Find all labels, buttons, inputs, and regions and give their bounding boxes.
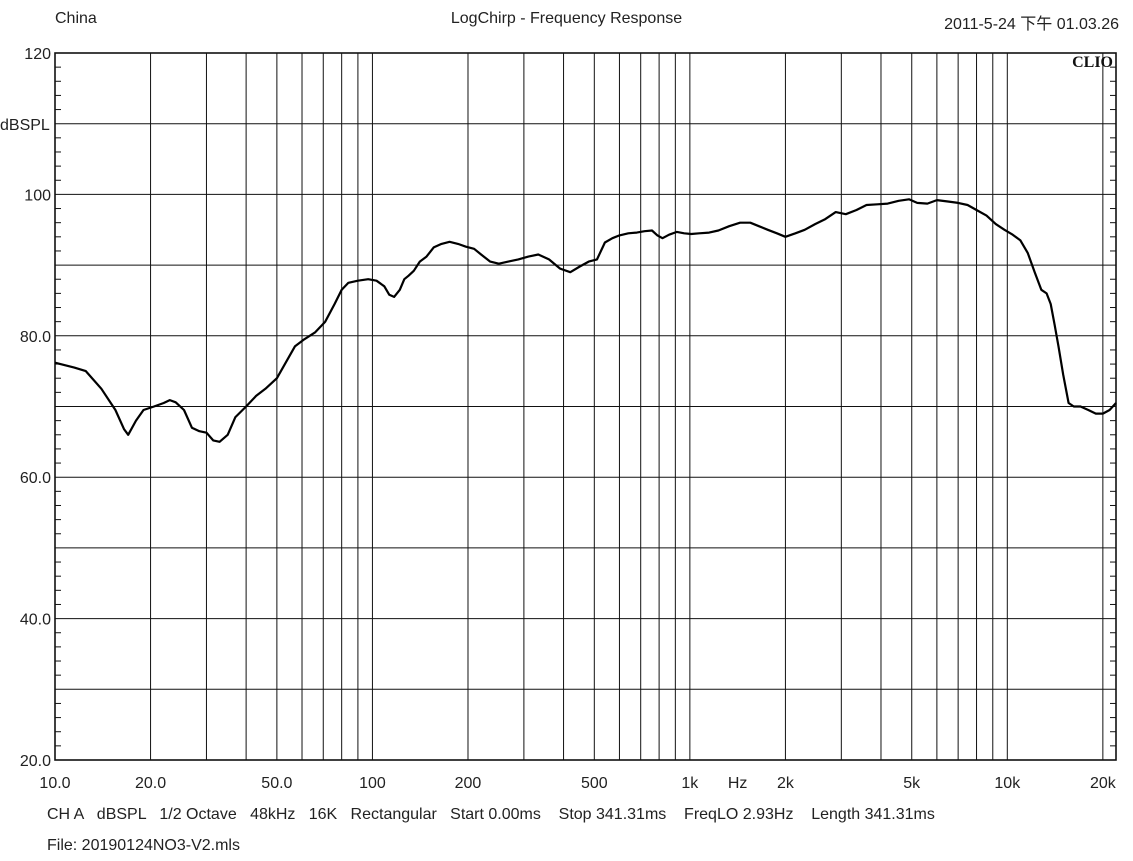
file-name: File: 20190124NO3-V2.mls (47, 837, 240, 854)
y-minor-ticks (55, 66, 1116, 747)
frequency-response-chart: 120 100 80.0 60.0 40.0 20.0 10.0 20.0 50.0 100 20… (0, 46, 1117, 792)
series-line-spl (54, 198, 1117, 443)
chart-title: LogChirp - Frequency Response (450, 10, 683, 27)
x-tick-label: 10.0 (39, 775, 70, 792)
header-location: China (55, 10, 97, 27)
x-tick-label: 20k (1090, 775, 1117, 792)
x-tick-label: 5k (903, 775, 921, 792)
x-tick-label: 1k (681, 775, 699, 792)
chart-grid (55, 53, 1116, 760)
x-tick-label: 100 (359, 775, 386, 792)
x-tick-label: 200 (455, 775, 482, 792)
x-axis-label: Hz (728, 775, 748, 792)
header-datetime: 2011-5-24 下午 01.03.26 (944, 16, 1119, 33)
x-tick-label: 2k (777, 775, 795, 792)
plot-frame (54, 52, 1117, 761)
y-tick-label: 100 (24, 187, 51, 204)
measurement-parameters: CH A dBSPL 1/2 Octave 48kHz 16K Rectangu… (47, 806, 935, 823)
y-tick-labels: 120 100 80.0 60.0 40.0 20.0 (20, 46, 51, 770)
x-tick-label: 10k (994, 775, 1021, 792)
x-tick-label: 50.0 (261, 775, 292, 792)
y-tick-label: 120 (24, 46, 51, 63)
y-tick-label: 40.0 (20, 612, 51, 629)
y-axis-label: dBSPL (0, 117, 50, 134)
clio-logo: CLIO (1072, 54, 1113, 71)
y-tick-label: 80.0 (20, 329, 51, 346)
x-tick-label: 20.0 (135, 775, 166, 792)
y-tick-label: 60.0 (20, 470, 51, 487)
x-tick-labels: 10.0 20.0 50.0 100 200 500 1k 2k 5k 10k 20k (39, 775, 1116, 792)
y-tick-label: 20.0 (20, 753, 51, 770)
x-tick-label: 500 (581, 775, 608, 792)
